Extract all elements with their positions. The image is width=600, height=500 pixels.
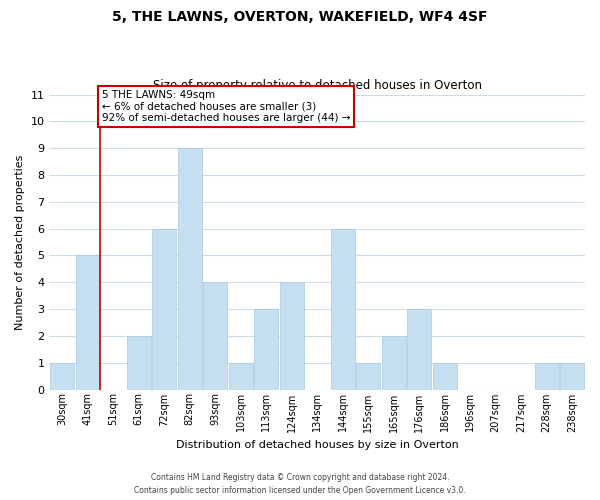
Bar xyxy=(229,362,253,390)
Bar xyxy=(331,228,355,390)
X-axis label: Distribution of detached houses by size in Overton: Distribution of detached houses by size … xyxy=(176,440,458,450)
Text: Contains HM Land Registry data © Crown copyright and database right 2024.
Contai: Contains HM Land Registry data © Crown c… xyxy=(134,474,466,495)
Bar xyxy=(407,309,431,390)
Bar xyxy=(50,362,74,390)
Bar xyxy=(560,362,584,390)
Text: 5 THE LAWNS: 49sqm
← 6% of detached houses are smaller (3)
92% of semi-detached : 5 THE LAWNS: 49sqm ← 6% of detached hous… xyxy=(101,90,350,123)
Y-axis label: Number of detached properties: Number of detached properties xyxy=(15,154,25,330)
Bar xyxy=(535,362,559,390)
Bar xyxy=(127,336,151,390)
Bar xyxy=(76,256,100,390)
Bar xyxy=(203,282,227,390)
Bar xyxy=(382,336,406,390)
Bar xyxy=(280,282,304,390)
Title: Size of property relative to detached houses in Overton: Size of property relative to detached ho… xyxy=(153,79,482,92)
Bar xyxy=(178,148,202,390)
Bar xyxy=(433,362,457,390)
Text: 5, THE LAWNS, OVERTON, WAKEFIELD, WF4 4SF: 5, THE LAWNS, OVERTON, WAKEFIELD, WF4 4S… xyxy=(112,10,488,24)
Bar xyxy=(356,362,380,390)
Bar xyxy=(254,309,278,390)
Bar xyxy=(152,228,176,390)
